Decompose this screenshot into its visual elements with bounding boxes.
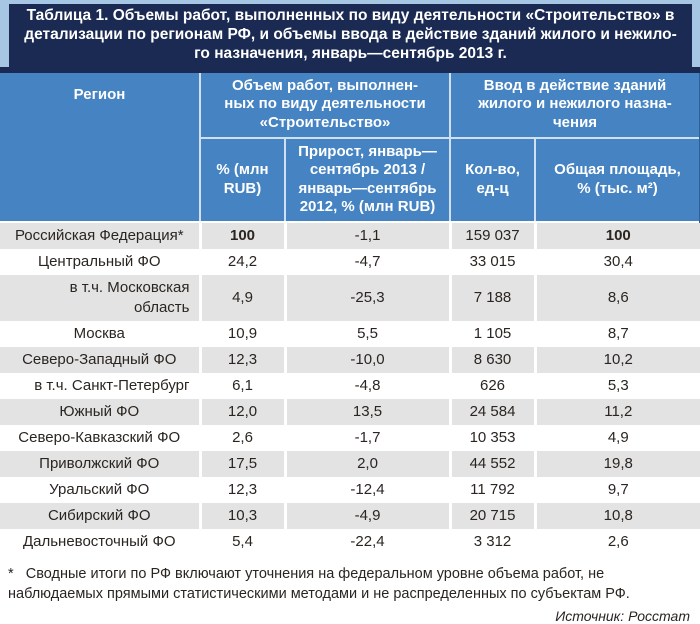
- region-cell: Сибирский ФО: [0, 502, 200, 529]
- growth-cell: -25,3: [283, 274, 451, 321]
- area-pct-cell: 9,7: [533, 476, 700, 503]
- count-cell: 11 792: [448, 476, 536, 503]
- table-row: Приволжский ФО 17,5 2,0 44 552 19,8: [0, 450, 700, 477]
- area-pct-cell: 100: [533, 220, 700, 249]
- growth-cell: -1,7: [283, 424, 451, 451]
- area-pct-cell: 5,3: [533, 372, 700, 399]
- growth-cell: 2,0: [283, 450, 451, 477]
- header-region: Регион: [0, 72, 200, 222]
- table-row: Северо-Западный ФО 12,3 -10,0 8 630 10,2: [0, 346, 700, 373]
- header-volume-pct: % (млн RUB): [199, 136, 285, 222]
- growth-cell: -1,1: [283, 220, 451, 249]
- footnote: * Сводные итоги по РФ включают уточнения…: [0, 554, 700, 606]
- volume-pct-cell: 2,6: [198, 424, 285, 451]
- header-group-commissioning: Ввод в действие зданий жилого и нежилого…: [449, 72, 700, 138]
- growth-cell: 5,5: [283, 320, 451, 347]
- area-pct-cell: 11,2: [533, 398, 700, 425]
- area-pct-cell: 4,9: [533, 424, 700, 451]
- header-area: Общая площадь, % (тыс. м²): [534, 136, 700, 222]
- count-cell: 8 630: [448, 346, 536, 373]
- table-row: Москва 10,9 5,5 1 105 8,7: [0, 320, 700, 347]
- count-cell: 7 188: [448, 274, 536, 321]
- table-row: Центральный ФО 24,2 -4,7 33 015 30,4: [0, 248, 700, 275]
- region-cell: Уральский ФО: [49, 480, 150, 498]
- growth-cell: -4,8: [283, 372, 451, 399]
- growth-cell: -22,4: [283, 528, 451, 555]
- region-cell: Южный ФО: [0, 398, 200, 425]
- source-label: Источник: Росстат: [555, 607, 690, 624]
- region-cell: Северо-Западный ФО: [0, 346, 200, 373]
- region-cell: Северо-Кавказский ФО: [18, 428, 181, 446]
- area-pct-cell: 10,2: [533, 346, 700, 373]
- volume-pct-cell: 12,3: [198, 476, 285, 503]
- count-cell: 24 584: [448, 398, 536, 425]
- volume-pct-cell: 12,0: [198, 398, 285, 425]
- growth-cell: -10,0: [283, 346, 451, 373]
- count-cell: 33 015: [448, 248, 536, 275]
- area-pct-cell: 8,6: [533, 274, 700, 321]
- volume-pct-cell: 17,5: [198, 450, 285, 477]
- volume-pct-cell: 100: [198, 220, 285, 249]
- table-row: в т.ч. Санкт-Петербург 6,1 -4,8 626 5,3: [0, 372, 700, 399]
- count-cell: 20 715: [448, 502, 536, 529]
- volume-pct-cell: 10,9: [198, 320, 285, 347]
- area-pct-cell: 10,8: [533, 502, 700, 529]
- region-cell: Москва: [73, 324, 125, 342]
- table-row: в т.ч. Московская область 4,9 -25,3 7 188 8,…: [0, 274, 700, 321]
- region-cell: Дальневосточный ФО: [22, 532, 176, 550]
- growth-cell: -4,7: [283, 248, 451, 275]
- area-pct-cell: 2,6: [533, 528, 700, 555]
- volume-pct-cell: 10,3: [198, 502, 285, 529]
- volume-pct-cell: 24,2: [198, 248, 285, 275]
- growth-cell: -12,4: [283, 476, 451, 503]
- title-bottom-strip: [0, 66, 700, 73]
- area-pct-cell: 19,8: [533, 450, 700, 477]
- volume-pct-cell: 6,1: [198, 372, 285, 399]
- table-title: Таблица 1. Объемы работ, выполненных по …: [9, 4, 692, 67]
- volume-pct-cell: 5,4: [198, 528, 285, 555]
- area-pct-cell: 30,4: [533, 248, 700, 275]
- growth-cell: 13,5: [283, 398, 451, 425]
- count-cell: 44 552: [448, 450, 536, 477]
- header-growth: Прирост, январь— сентябрь 2013 / январь—…: [283, 136, 451, 222]
- count-cell: 159 037: [448, 220, 536, 249]
- data-table: Регион Объем работ, выполнен- ных по вид…: [0, 72, 700, 555]
- region-cell: Российская Федерация*: [0, 220, 200, 249]
- table-row: Российская Федерация* 100 -1,1 159 037 100: [0, 220, 700, 249]
- table-row: Сибирский ФО 10,3 -4,9 20 715 10,8: [0, 502, 700, 529]
- table-row: Дальневосточный ФО 5,4 -22,4 3 312 2,6: [0, 528, 700, 555]
- region-cell: Центральный ФО: [37, 252, 161, 270]
- table-row: Уральский ФО 12,3 -12,4 11 792 9,7: [0, 476, 700, 503]
- title-frame: Таблица 1. Объемы работ, выполненных по …: [0, 0, 700, 67]
- header-group-volume: Объем работ, выполнен- ных по виду деяте…: [198, 72, 451, 138]
- count-cell: 3 312: [448, 528, 536, 555]
- count-cell: 626: [448, 372, 536, 399]
- header-count: Кол-во, ед-ц: [449, 136, 536, 222]
- area-pct-cell: 8,7: [533, 320, 700, 347]
- count-cell: 10 353: [448, 424, 536, 451]
- table-body: Российская Федерация* 100 -1,1 159 037 100 Це…: [0, 220, 700, 555]
- count-cell: 1 105: [448, 320, 536, 347]
- region-cell: в т.ч. Московская область: [0, 274, 200, 321]
- volume-pct-cell: 12,3: [198, 346, 285, 373]
- table-row: Северо-Кавказский ФО 2,6 -1,7 10 353 4,9: [0, 424, 700, 451]
- table-row: Южный ФО 12,0 13,5 24 584 11,2: [0, 398, 700, 425]
- region-cell: Приволжский ФО: [0, 450, 200, 477]
- growth-cell: -4,9: [283, 502, 451, 529]
- table-header: Регион Объем работ, выполнен- ных по вид…: [0, 72, 700, 222]
- volume-pct-cell: 4,9: [198, 274, 285, 321]
- region-cell: в т.ч. Санкт-Петербург: [34, 376, 190, 394]
